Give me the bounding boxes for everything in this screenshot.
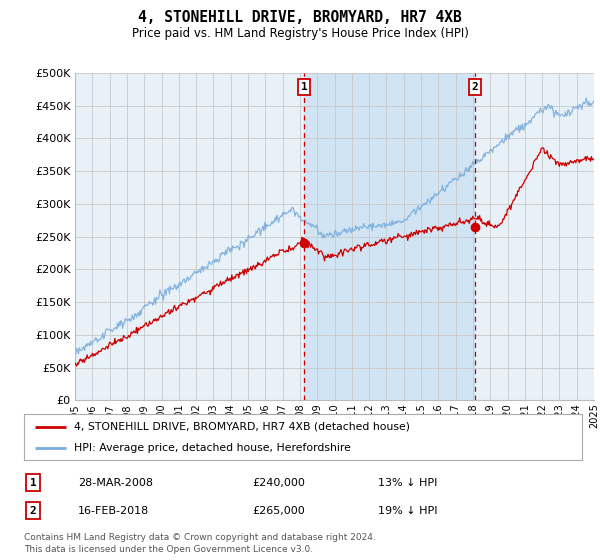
Text: £240,000: £240,000 bbox=[252, 478, 305, 488]
Text: 28-MAR-2008: 28-MAR-2008 bbox=[78, 478, 153, 488]
Text: 4, STONEHILL DRIVE, BROMYARD, HR7 4XB: 4, STONEHILL DRIVE, BROMYARD, HR7 4XB bbox=[138, 10, 462, 25]
Text: 1: 1 bbox=[29, 478, 37, 488]
Text: 13% ↓ HPI: 13% ↓ HPI bbox=[378, 478, 437, 488]
Text: 2: 2 bbox=[29, 506, 37, 516]
Text: Contains HM Land Registry data © Crown copyright and database right 2024.
This d: Contains HM Land Registry data © Crown c… bbox=[24, 533, 376, 554]
Text: HPI: Average price, detached house, Herefordshire: HPI: Average price, detached house, Here… bbox=[74, 443, 351, 453]
Text: 16-FEB-2018: 16-FEB-2018 bbox=[78, 506, 149, 516]
Text: 1: 1 bbox=[301, 82, 307, 92]
Text: 4, STONEHILL DRIVE, BROMYARD, HR7 4XB (detached house): 4, STONEHILL DRIVE, BROMYARD, HR7 4XB (d… bbox=[74, 422, 410, 432]
Text: £265,000: £265,000 bbox=[252, 506, 305, 516]
Text: Price paid vs. HM Land Registry's House Price Index (HPI): Price paid vs. HM Land Registry's House … bbox=[131, 27, 469, 40]
Text: 2: 2 bbox=[472, 82, 478, 92]
Text: 19% ↓ HPI: 19% ↓ HPI bbox=[378, 506, 437, 516]
Bar bbox=[304, 73, 475, 400]
